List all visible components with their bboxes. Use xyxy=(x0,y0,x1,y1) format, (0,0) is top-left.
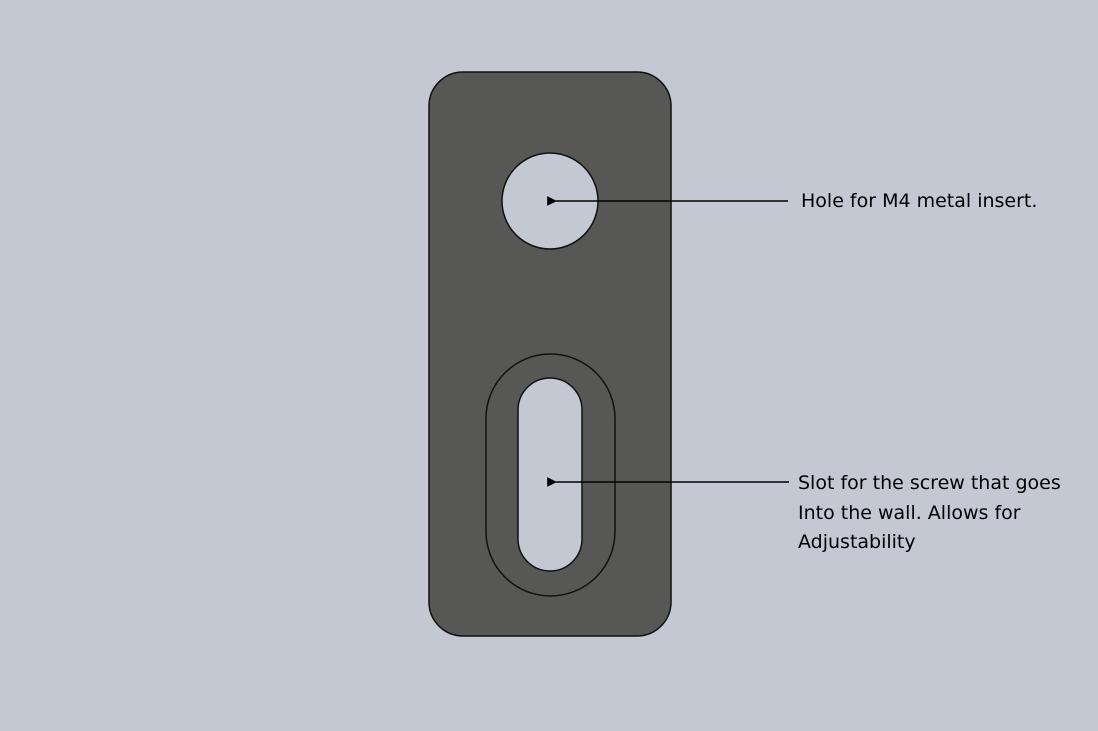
slot-annotation-line-1: Slot for the screw that goes xyxy=(798,472,1061,494)
hole-annotation: Hole for M4 metal insert. xyxy=(801,187,1037,217)
hole-annotation-text: Hole for M4 metal insert. xyxy=(801,190,1038,212)
slot-annotation-line-3: Adjustability xyxy=(798,531,916,553)
slot-annotation-line-2: Into the wall. Allows for xyxy=(798,501,1021,524)
slot-counterbore-outline xyxy=(485,353,616,597)
slot-annotation: Slot for the screw that goes Into the wa… xyxy=(798,469,1061,558)
screw-slot xyxy=(517,377,583,572)
